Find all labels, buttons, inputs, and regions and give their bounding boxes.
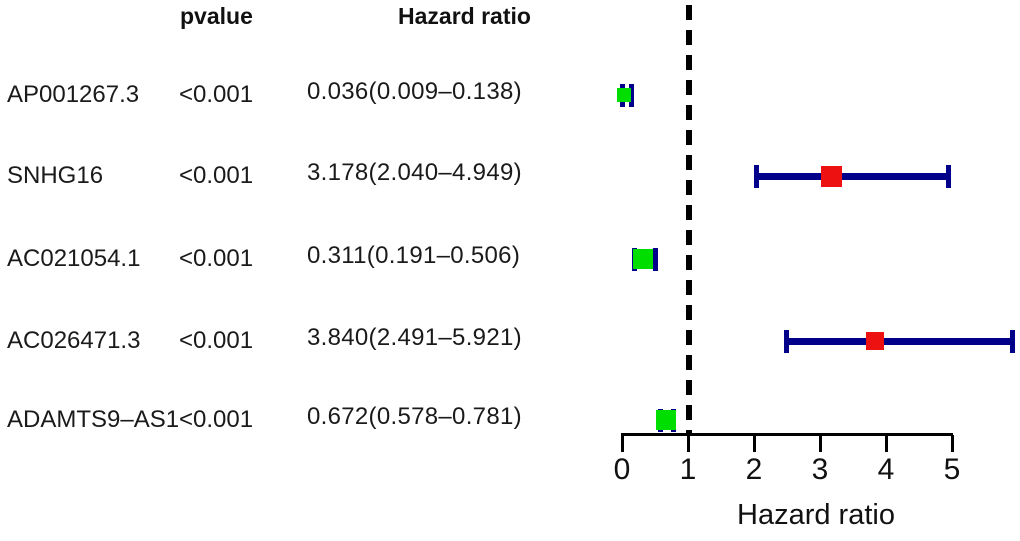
table-row: SNHG16 <0.001 3.178(2.040–4.949) bbox=[0, 159, 600, 191]
x-axis-tick bbox=[950, 435, 954, 452]
gene-label: AP001267.3 bbox=[7, 81, 140, 108]
pvalue-value: <0.001 bbox=[179, 245, 254, 272]
x-axis-tick-label: 2 bbox=[745, 453, 763, 486]
pvalue-value: <0.001 bbox=[179, 81, 254, 108]
ci-line bbox=[756, 172, 949, 180]
x-axis-line bbox=[621, 433, 953, 436]
gene-label: SNHG16 bbox=[7, 162, 104, 189]
table-row: AP001267.3 <0.001 0.036(0.009–0.138) bbox=[0, 78, 600, 110]
hazard-ratio-column-header: Hazard ratio bbox=[398, 3, 531, 29]
table-row: AC026471.3 <0.001 3.840(2.491–5.921) bbox=[0, 324, 600, 356]
table-row: ADAMTS9–AS1 <0.001 0.672(0.578–0.781) bbox=[0, 403, 600, 435]
x-axis-tick-label: 3 bbox=[811, 453, 829, 486]
x-axis-tick bbox=[620, 435, 624, 452]
pvalue-value: <0.001 bbox=[179, 162, 254, 189]
ci-cap-left bbox=[754, 164, 760, 188]
x-axis-tick bbox=[752, 435, 756, 452]
ci-cap-right bbox=[946, 164, 952, 188]
ci-cap-right bbox=[652, 247, 658, 271]
hazard-ratio-box bbox=[632, 249, 653, 269]
hazard-ratio-box bbox=[617, 88, 632, 102]
x-axis-tick-label: 0 bbox=[613, 453, 631, 486]
pvalue-value: <0.001 bbox=[179, 406, 254, 433]
gene-label: AC026471.3 bbox=[7, 327, 141, 354]
x-axis-tick bbox=[686, 435, 690, 452]
pvalue-value: <0.001 bbox=[179, 327, 254, 354]
x-axis-tick bbox=[818, 435, 822, 452]
x-axis-title: Hazard ratio bbox=[737, 499, 895, 531]
ci-line bbox=[786, 337, 1013, 345]
ci-cap-right bbox=[1010, 329, 1016, 353]
hazard-ratio-ci: 3.178(2.040–4.949) bbox=[307, 159, 522, 186]
x-axis-tick-label: 1 bbox=[679, 453, 697, 486]
hazard-ratio-box bbox=[821, 165, 843, 187]
gene-label: AC021054.1 bbox=[7, 245, 141, 272]
hazard-ratio-ci: 0.672(0.578–0.781) bbox=[307, 403, 522, 430]
reference-line-hr1 bbox=[686, 5, 692, 435]
hazard-ratio-ci: 0.036(0.009–0.138) bbox=[307, 78, 522, 105]
hazard-ratio-box bbox=[866, 332, 885, 350]
ci-cap-left bbox=[783, 329, 789, 353]
hazard-ratio-ci: 0.311(0.191–0.506) bbox=[307, 242, 521, 269]
hazard-ratio-box bbox=[656, 410, 677, 430]
x-axis-tick-label: 5 bbox=[943, 453, 961, 486]
x-axis-tick-label: 4 bbox=[877, 453, 895, 486]
pvalue-column-header: pvalue bbox=[180, 3, 253, 29]
hazard-ratio-ci: 3.840(2.491–5.921) bbox=[307, 324, 522, 351]
gene-label: ADAMTS9–AS1 bbox=[7, 406, 180, 433]
table-row: AC021054.1 <0.001 0.311(0.191–0.506) bbox=[0, 242, 600, 274]
x-axis-tick bbox=[884, 435, 888, 452]
